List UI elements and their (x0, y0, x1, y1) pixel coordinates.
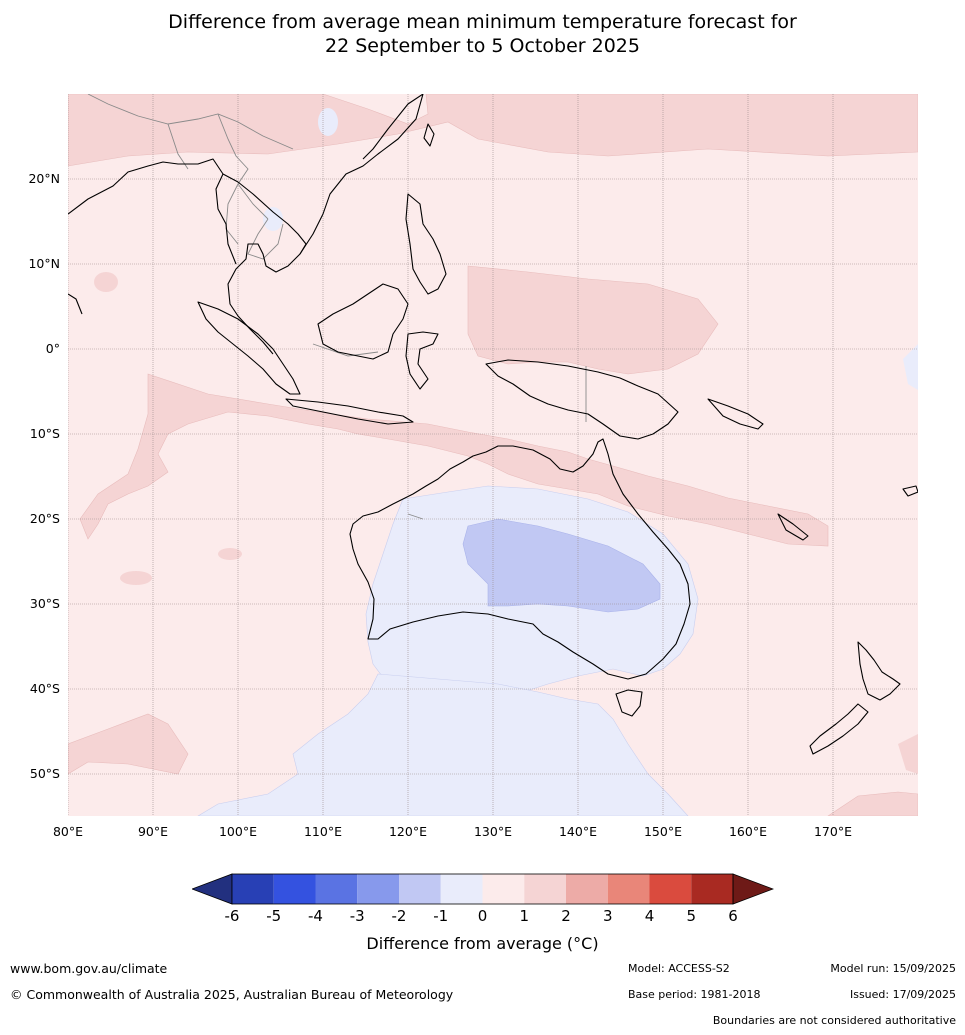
lon-label-90e: 90°E (137, 824, 169, 839)
lon-label-160e: 160°E (728, 824, 767, 839)
graticule (68, 94, 918, 816)
colorbar-cell (273, 874, 316, 904)
footer-issued: Issued: 17/09/2025 (849, 988, 956, 1001)
lat-label-0: 0° (45, 341, 60, 356)
title-line-2: 22 September to 5 October 2025 (325, 35, 640, 57)
colorbar-tick-label: 3 (602, 907, 613, 925)
lat-label-20s: 20°S (29, 511, 60, 526)
footer-model: Model: ACCESS-S2 (628, 962, 730, 975)
lon-label-120e: 120°E (388, 824, 427, 839)
colorbar-cell (399, 874, 441, 904)
colorbar-tick-label: 4 (644, 907, 655, 925)
colorbar-tick-label: 0 (477, 907, 488, 925)
footer-copyright: © Commonwealth of Australia 2025, Austra… (10, 987, 454, 1002)
anomaly-patch-cool (318, 108, 338, 136)
anomaly-patch (218, 548, 242, 560)
colorbar-tick-label: -5 (266, 907, 282, 925)
colorbar-extend-high (732, 873, 774, 905)
colorbar-tick-label: 6 (728, 907, 738, 925)
colorbar-cell (357, 874, 399, 904)
lon-label-100e: 100°E (218, 824, 257, 839)
colorbar-tick-label: 2 (561, 907, 571, 925)
anomaly-region-southeast (827, 791, 918, 816)
colorbar-tick-label: -2 (391, 907, 407, 925)
anomaly-patch-cool (263, 207, 283, 231)
anomaly-patch-cool (903, 344, 918, 390)
coastlines (68, 94, 918, 755)
colorbar-cell (524, 874, 566, 904)
colorbar (192, 873, 774, 905)
colorbar-cell (482, 874, 525, 904)
lat-label-40s: 40°S (29, 681, 60, 696)
footer-base-period: Base period: 1981-2018 (628, 988, 761, 1001)
anomaly-region-southern-ocean-cool (197, 673, 689, 816)
lon-label-110e: 110°E (303, 824, 342, 839)
lon-label-80e: 80°E (52, 824, 84, 839)
anomaly-region-interior-cooler (462, 518, 661, 613)
lat-label-10n: 10°N (28, 256, 60, 271)
colorbar-cell (607, 874, 650, 904)
colorbar-tick-label: -6 (224, 907, 240, 925)
anomaly-region-indonesia (79, 373, 829, 547)
footer-disclaimer: Boundaries are not considered authoritat… (712, 1014, 956, 1027)
title-line-1: Difference from average mean minimum tem… (168, 11, 797, 33)
lon-label-170e: 170°E (813, 824, 852, 839)
national-borders (87, 94, 587, 520)
colorbar-tick-label: 1 (519, 907, 530, 925)
colorbar-cells (192, 873, 774, 905)
anomaly-region-southwest (68, 713, 189, 775)
lon-label-140e: 140°E (558, 824, 597, 839)
colorbar-tick-label: -3 (349, 907, 365, 925)
lon-label-130e: 130°E (473, 824, 512, 839)
colorbar-extend-low (192, 873, 233, 905)
colorbar-cell (232, 874, 274, 904)
colorbar-cell (691, 874, 733, 904)
lat-label-50s: 50°S (29, 766, 60, 781)
colorbar-tick-label: -1 (433, 907, 449, 925)
colorbar-tick-label: -4 (308, 907, 323, 925)
lon-label-150e: 150°E (643, 824, 682, 839)
footer-url[interactable]: www.bom.gov.au/climate (10, 961, 168, 976)
colorbar-cell (440, 874, 483, 904)
colorbar-cell (315, 874, 358, 904)
colorbar-label: Difference from average (°C) (366, 934, 599, 953)
forecast-map (68, 94, 918, 816)
lat-label-30s: 30°S (29, 596, 60, 611)
anomaly-patch (94, 272, 118, 292)
colorbar-cell (566, 874, 608, 904)
colorbar-cell (649, 874, 692, 904)
colorbar-border (231, 873, 734, 905)
map-canvas (68, 94, 918, 816)
lat-label-10s: 10°S (29, 426, 60, 441)
lat-label-20n: 20°N (28, 171, 60, 186)
anomaly-patch (120, 571, 152, 585)
colorbar-tick-label: 5 (686, 907, 697, 925)
footer-model-run: Model run: 15/09/2025 (830, 962, 956, 975)
anomaly-region-east-edge (898, 734, 918, 774)
map-title: Difference from average mean minimum tem… (0, 10, 965, 58)
